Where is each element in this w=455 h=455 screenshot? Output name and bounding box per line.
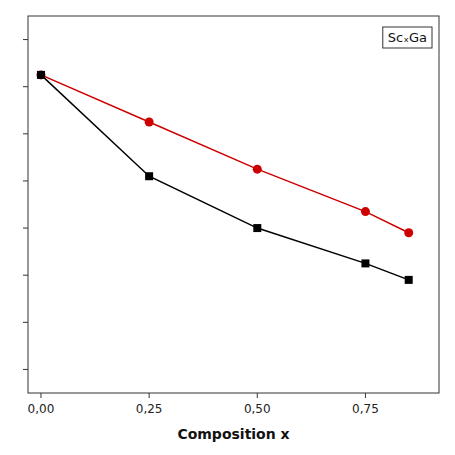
y-tick [23,133,28,134]
x-tick-label: 0,75 [352,402,379,416]
x-tick [257,393,258,398]
plot-frame [28,16,439,393]
data-point [36,70,45,79]
x-tick-label: 0,00 [28,402,55,416]
y-tick [23,275,28,276]
x-tick-label: 0,50 [244,402,271,416]
annotation: ScₓGa [383,27,432,48]
annotation-box [383,27,432,48]
series-line [41,75,409,233]
data-point [361,207,370,216]
y-tick [23,369,28,370]
chart: 0,00 0,25 0,50 0,75 Composition x ScₓGa [0,0,455,455]
data-point [145,172,153,180]
y-tick [23,86,28,87]
data-point [404,228,413,237]
annotation-text: ScₓGa [388,30,427,45]
x-tick [149,393,150,398]
y-tick [23,322,28,323]
y-tick [23,228,28,229]
x-axis-label: Composition x [177,426,289,442]
data-point [37,71,45,79]
data-point [253,165,262,174]
x-tick [40,393,41,398]
y-axis [23,40,28,370]
series-line [41,75,409,280]
data-point [145,118,154,127]
data-point [253,224,261,232]
x-tick-label: 0,25 [136,402,163,416]
y-tick [23,180,28,181]
y-tick [23,39,28,40]
data-point [361,259,369,267]
x-axis: 0,00 0,25 0,50 0,75 [28,393,379,416]
data-point [405,276,413,284]
x-tick [365,393,366,398]
data-area [36,70,413,283]
